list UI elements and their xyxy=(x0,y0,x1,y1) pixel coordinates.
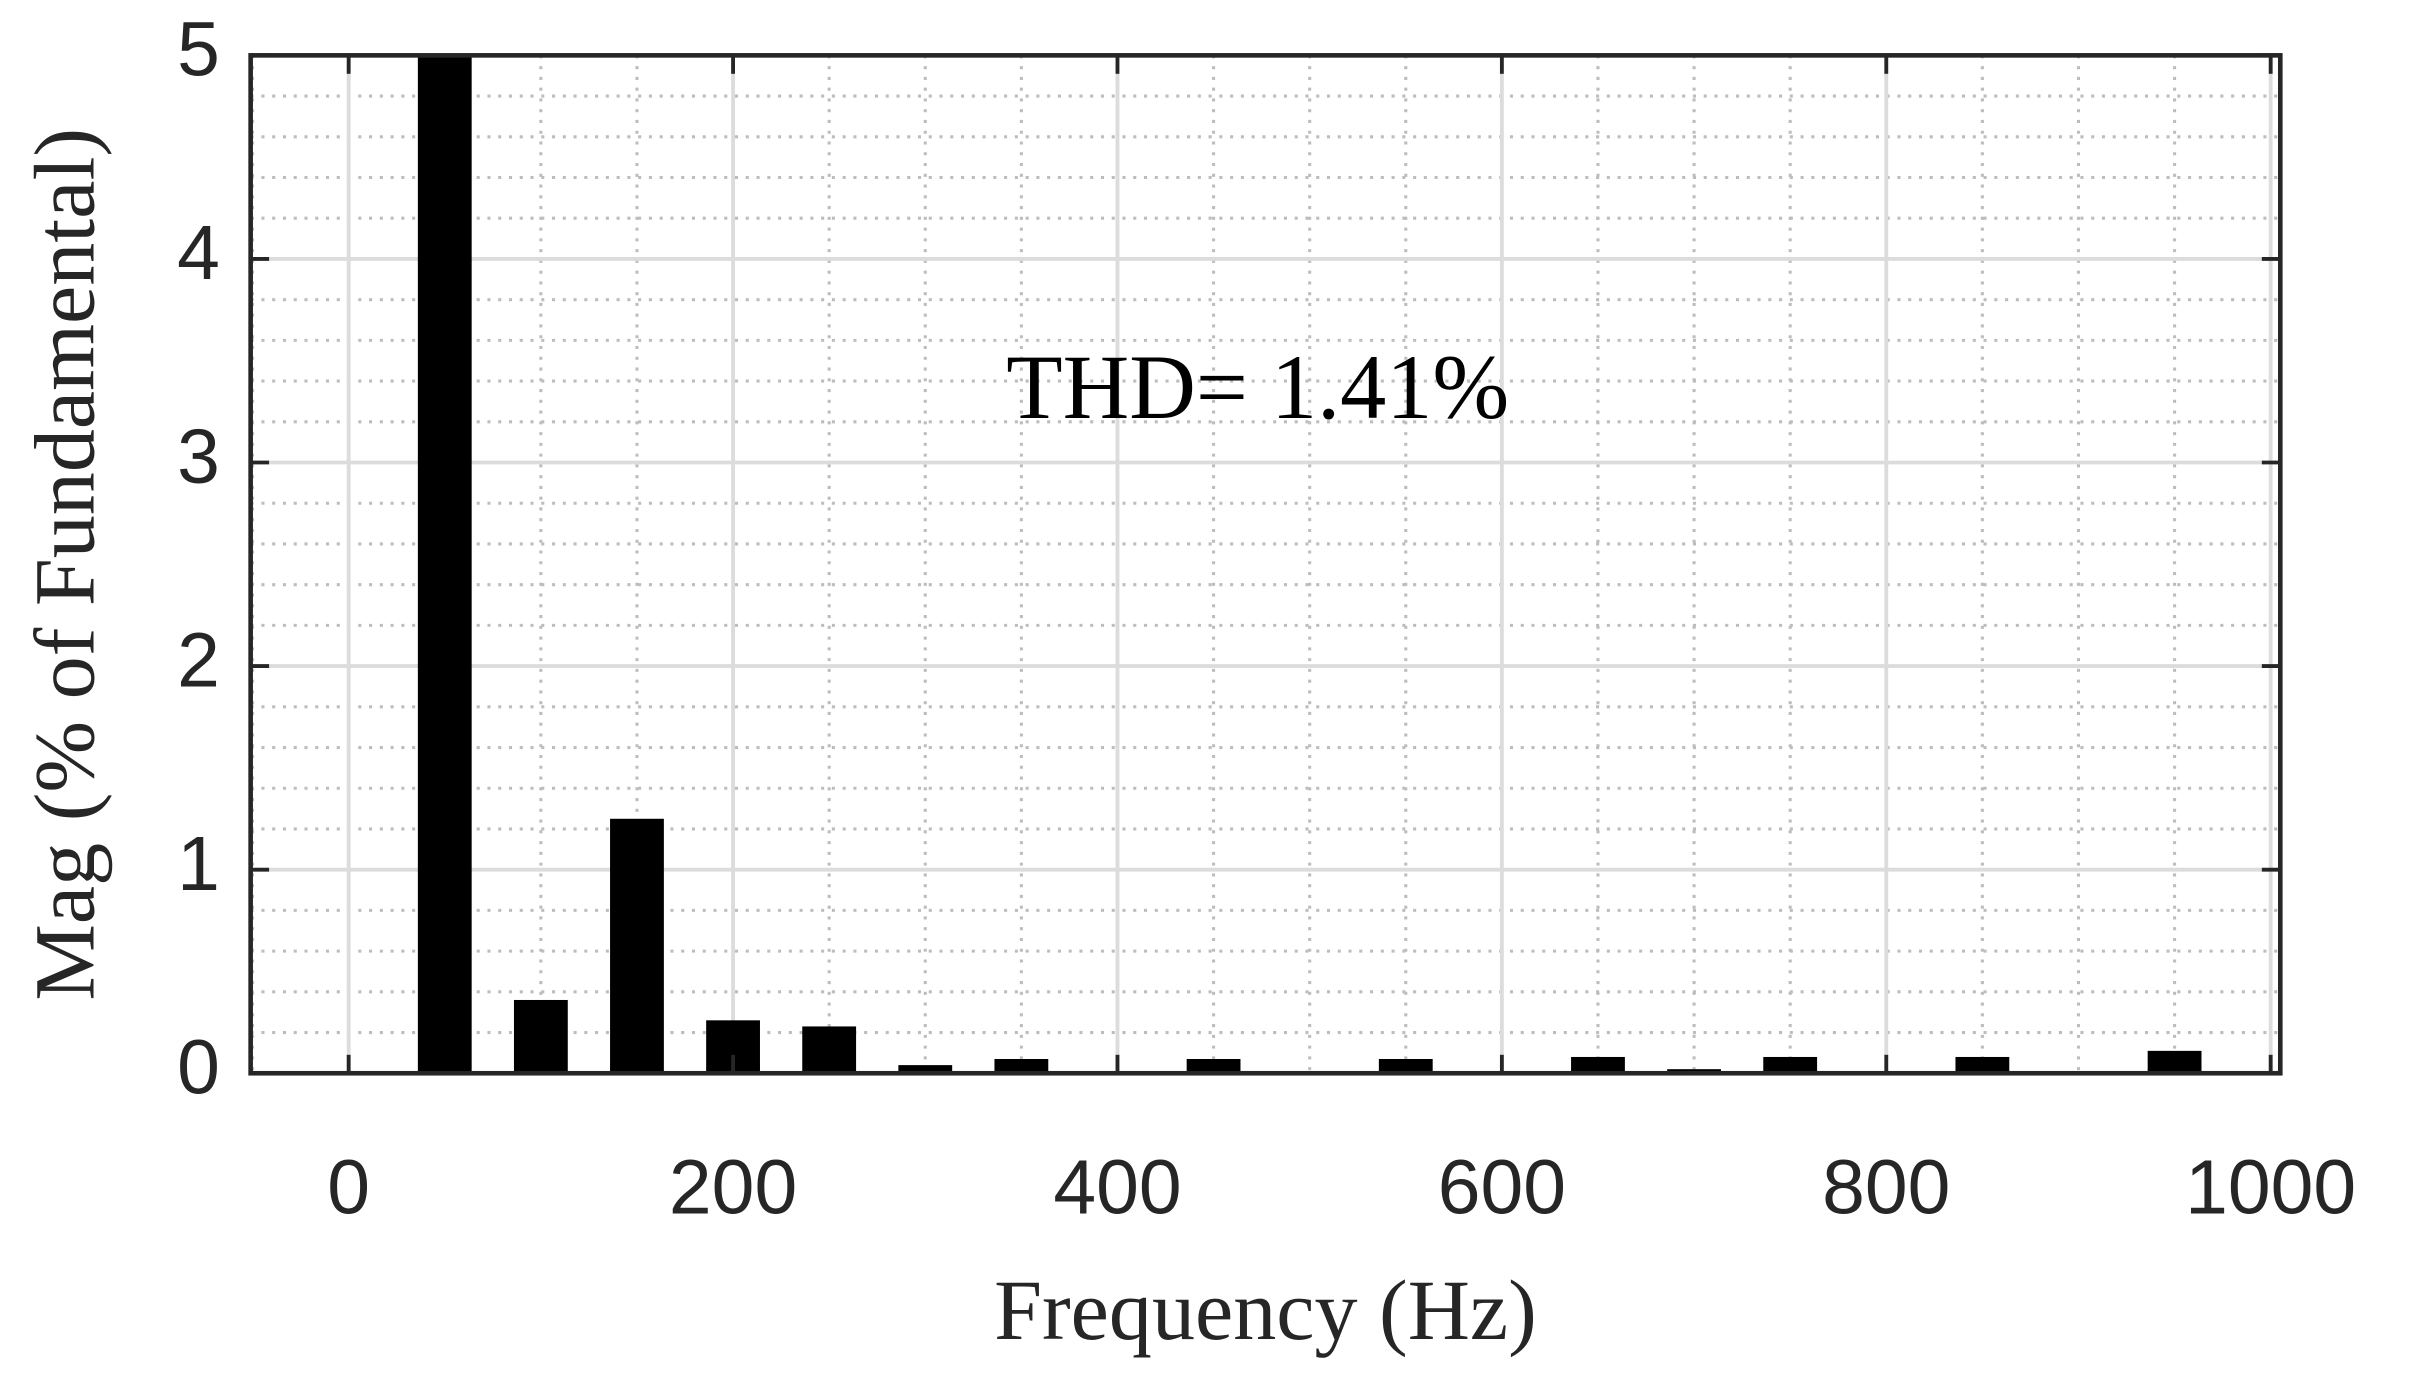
annotation: THD= 1.41% xyxy=(1006,336,1509,438)
bar xyxy=(994,1059,1049,1074)
axes-frame xyxy=(248,53,2283,1076)
bar xyxy=(513,999,568,1074)
bar xyxy=(1378,1059,1433,1074)
x-tick-label: 600 xyxy=(1438,1145,1566,1231)
bar xyxy=(1571,1056,1625,1074)
bar xyxy=(1763,1056,1818,1074)
x-tick-label: 0 xyxy=(327,1145,370,1231)
y-tick-label: 0 xyxy=(177,1025,220,1111)
y-tick-label: 5 xyxy=(177,7,220,93)
plot-area xyxy=(250,55,2281,1074)
y-tick-label: 2 xyxy=(177,617,220,703)
bar xyxy=(2147,1050,2202,1074)
x-axis-label: Frequency (Hz) xyxy=(994,1262,1537,1358)
bar xyxy=(1955,1056,2010,1074)
bar xyxy=(417,55,472,1074)
y-tick-label: 4 xyxy=(177,210,220,296)
x-tick-label: 200 xyxy=(669,1145,797,1231)
y-tick-label: 1 xyxy=(177,821,220,907)
bar xyxy=(1186,1059,1241,1074)
bar xyxy=(610,818,664,1074)
bar xyxy=(898,1065,953,1074)
bar xyxy=(802,1026,857,1074)
x-tick-label: 1000 xyxy=(2185,1145,2356,1231)
x-tick-label: 800 xyxy=(1822,1145,1950,1231)
y-axis-label: Mag (% of Fundamental) xyxy=(17,128,113,1001)
x-tick-label: 400 xyxy=(1053,1145,1181,1231)
y-tick-label: 3 xyxy=(177,414,220,500)
